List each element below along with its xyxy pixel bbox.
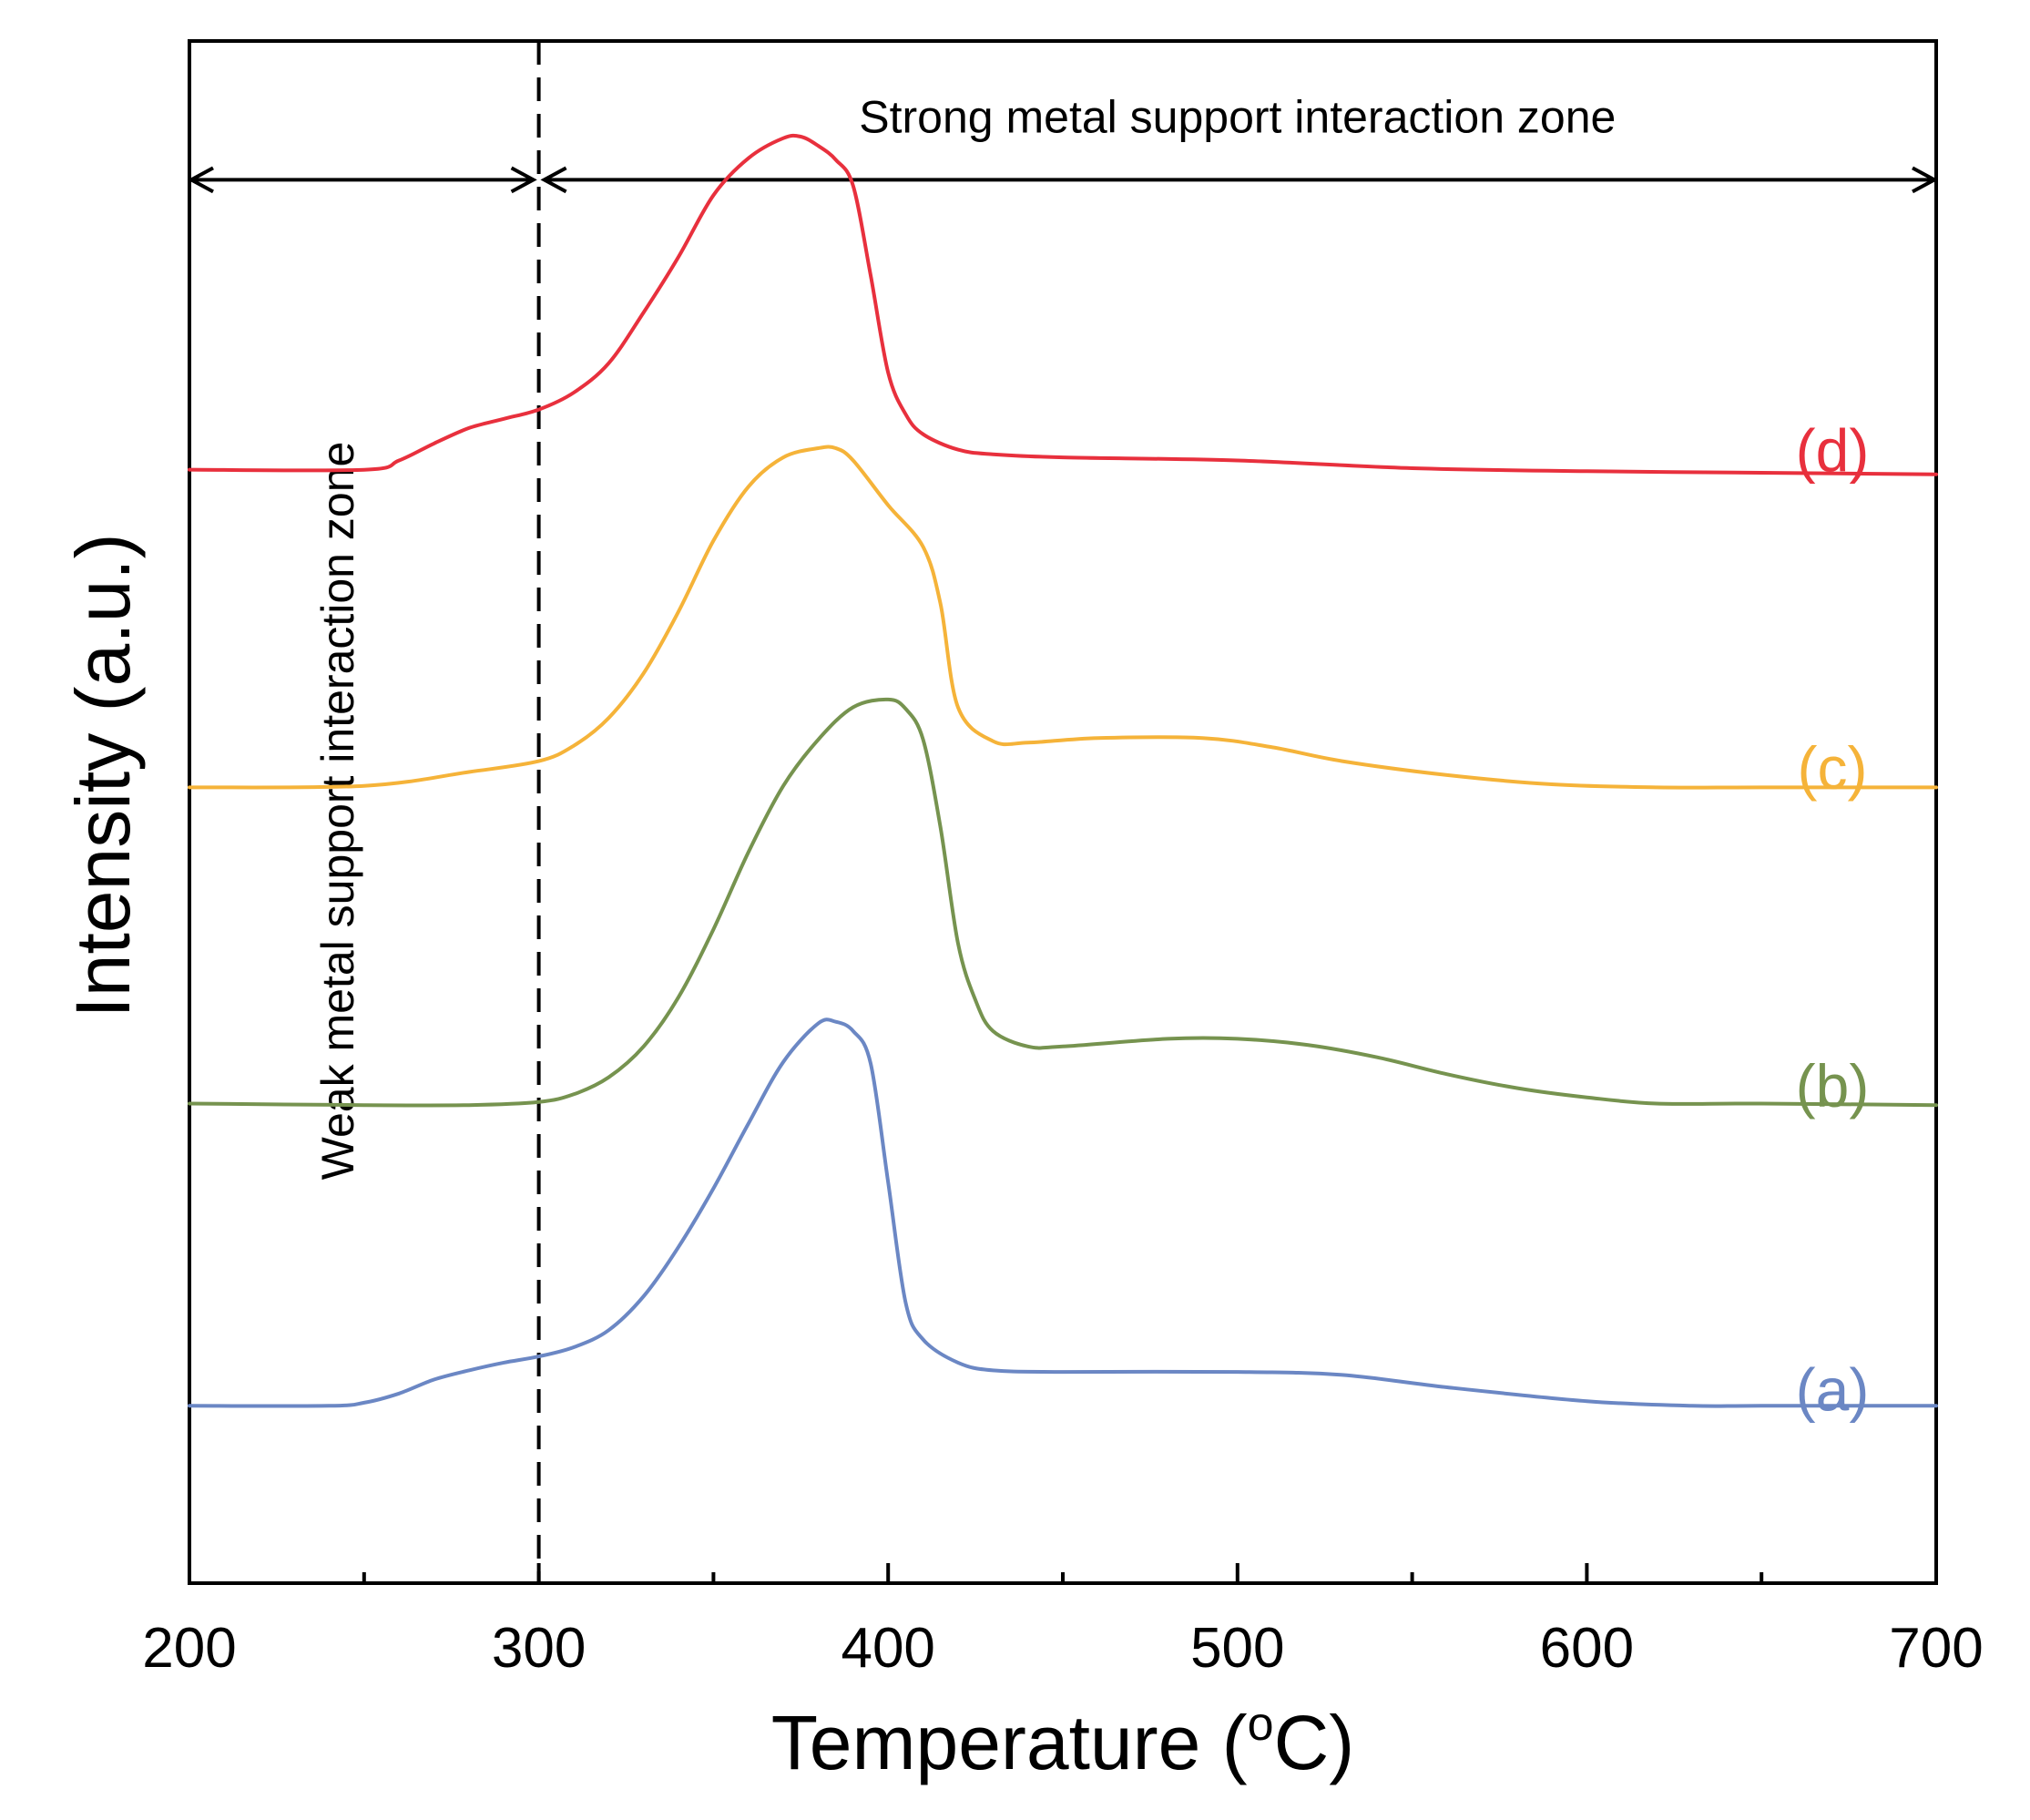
series-label-a: (a) [1796,1355,1870,1423]
weak-zone-arrow-head-left [187,166,214,194]
x-tick-label: 700 [1889,1617,1983,1680]
x-minor-ticks [362,1572,1764,1583]
x-axis-title-degree: o [1248,1698,1274,1751]
series-line-b [188,697,1938,1108]
x-tick-label: 600 [1540,1617,1634,1680]
x-tick-label: 200 [142,1617,236,1680]
series-line-c [188,445,1938,790]
series-lines [188,133,1938,1408]
x-tick-label: 300 [492,1617,586,1680]
x-tick-label: 500 [1190,1617,1284,1680]
x-tick-label: 400 [841,1617,934,1680]
strong-zone-arrow-head-left [540,166,567,194]
series-line-d [188,133,1938,476]
x-axis-title: Temperature (oC) [771,1698,1354,1785]
zone-arrows [187,166,1939,194]
series-label-b: (b) [1796,1052,1870,1120]
series-label-d: (d) [1796,416,1870,484]
x-axis-title-unit: C) [1274,1700,1355,1785]
series-label-c: (c) [1798,734,1868,802]
weak-zone-label: Weak metal support interaction zone [312,442,363,1181]
series-line-a [188,1017,1938,1408]
x-tick-labels: 200 300 400 500 600 700 [142,1617,1983,1680]
plot-frame [188,39,1938,1585]
series-labels: (a) (b) (c) (d) [1796,416,1870,1423]
strong-zone-arrow-head-right [1912,166,1939,194]
weak-zone-arrow-head-right [510,166,537,194]
y-axis-title: Intensity (a.u.) [60,533,146,1017]
strong-zone-label: Strong metal support interaction zone [859,91,1616,142]
x-axis-title-main: Temperature ( [771,1700,1248,1785]
